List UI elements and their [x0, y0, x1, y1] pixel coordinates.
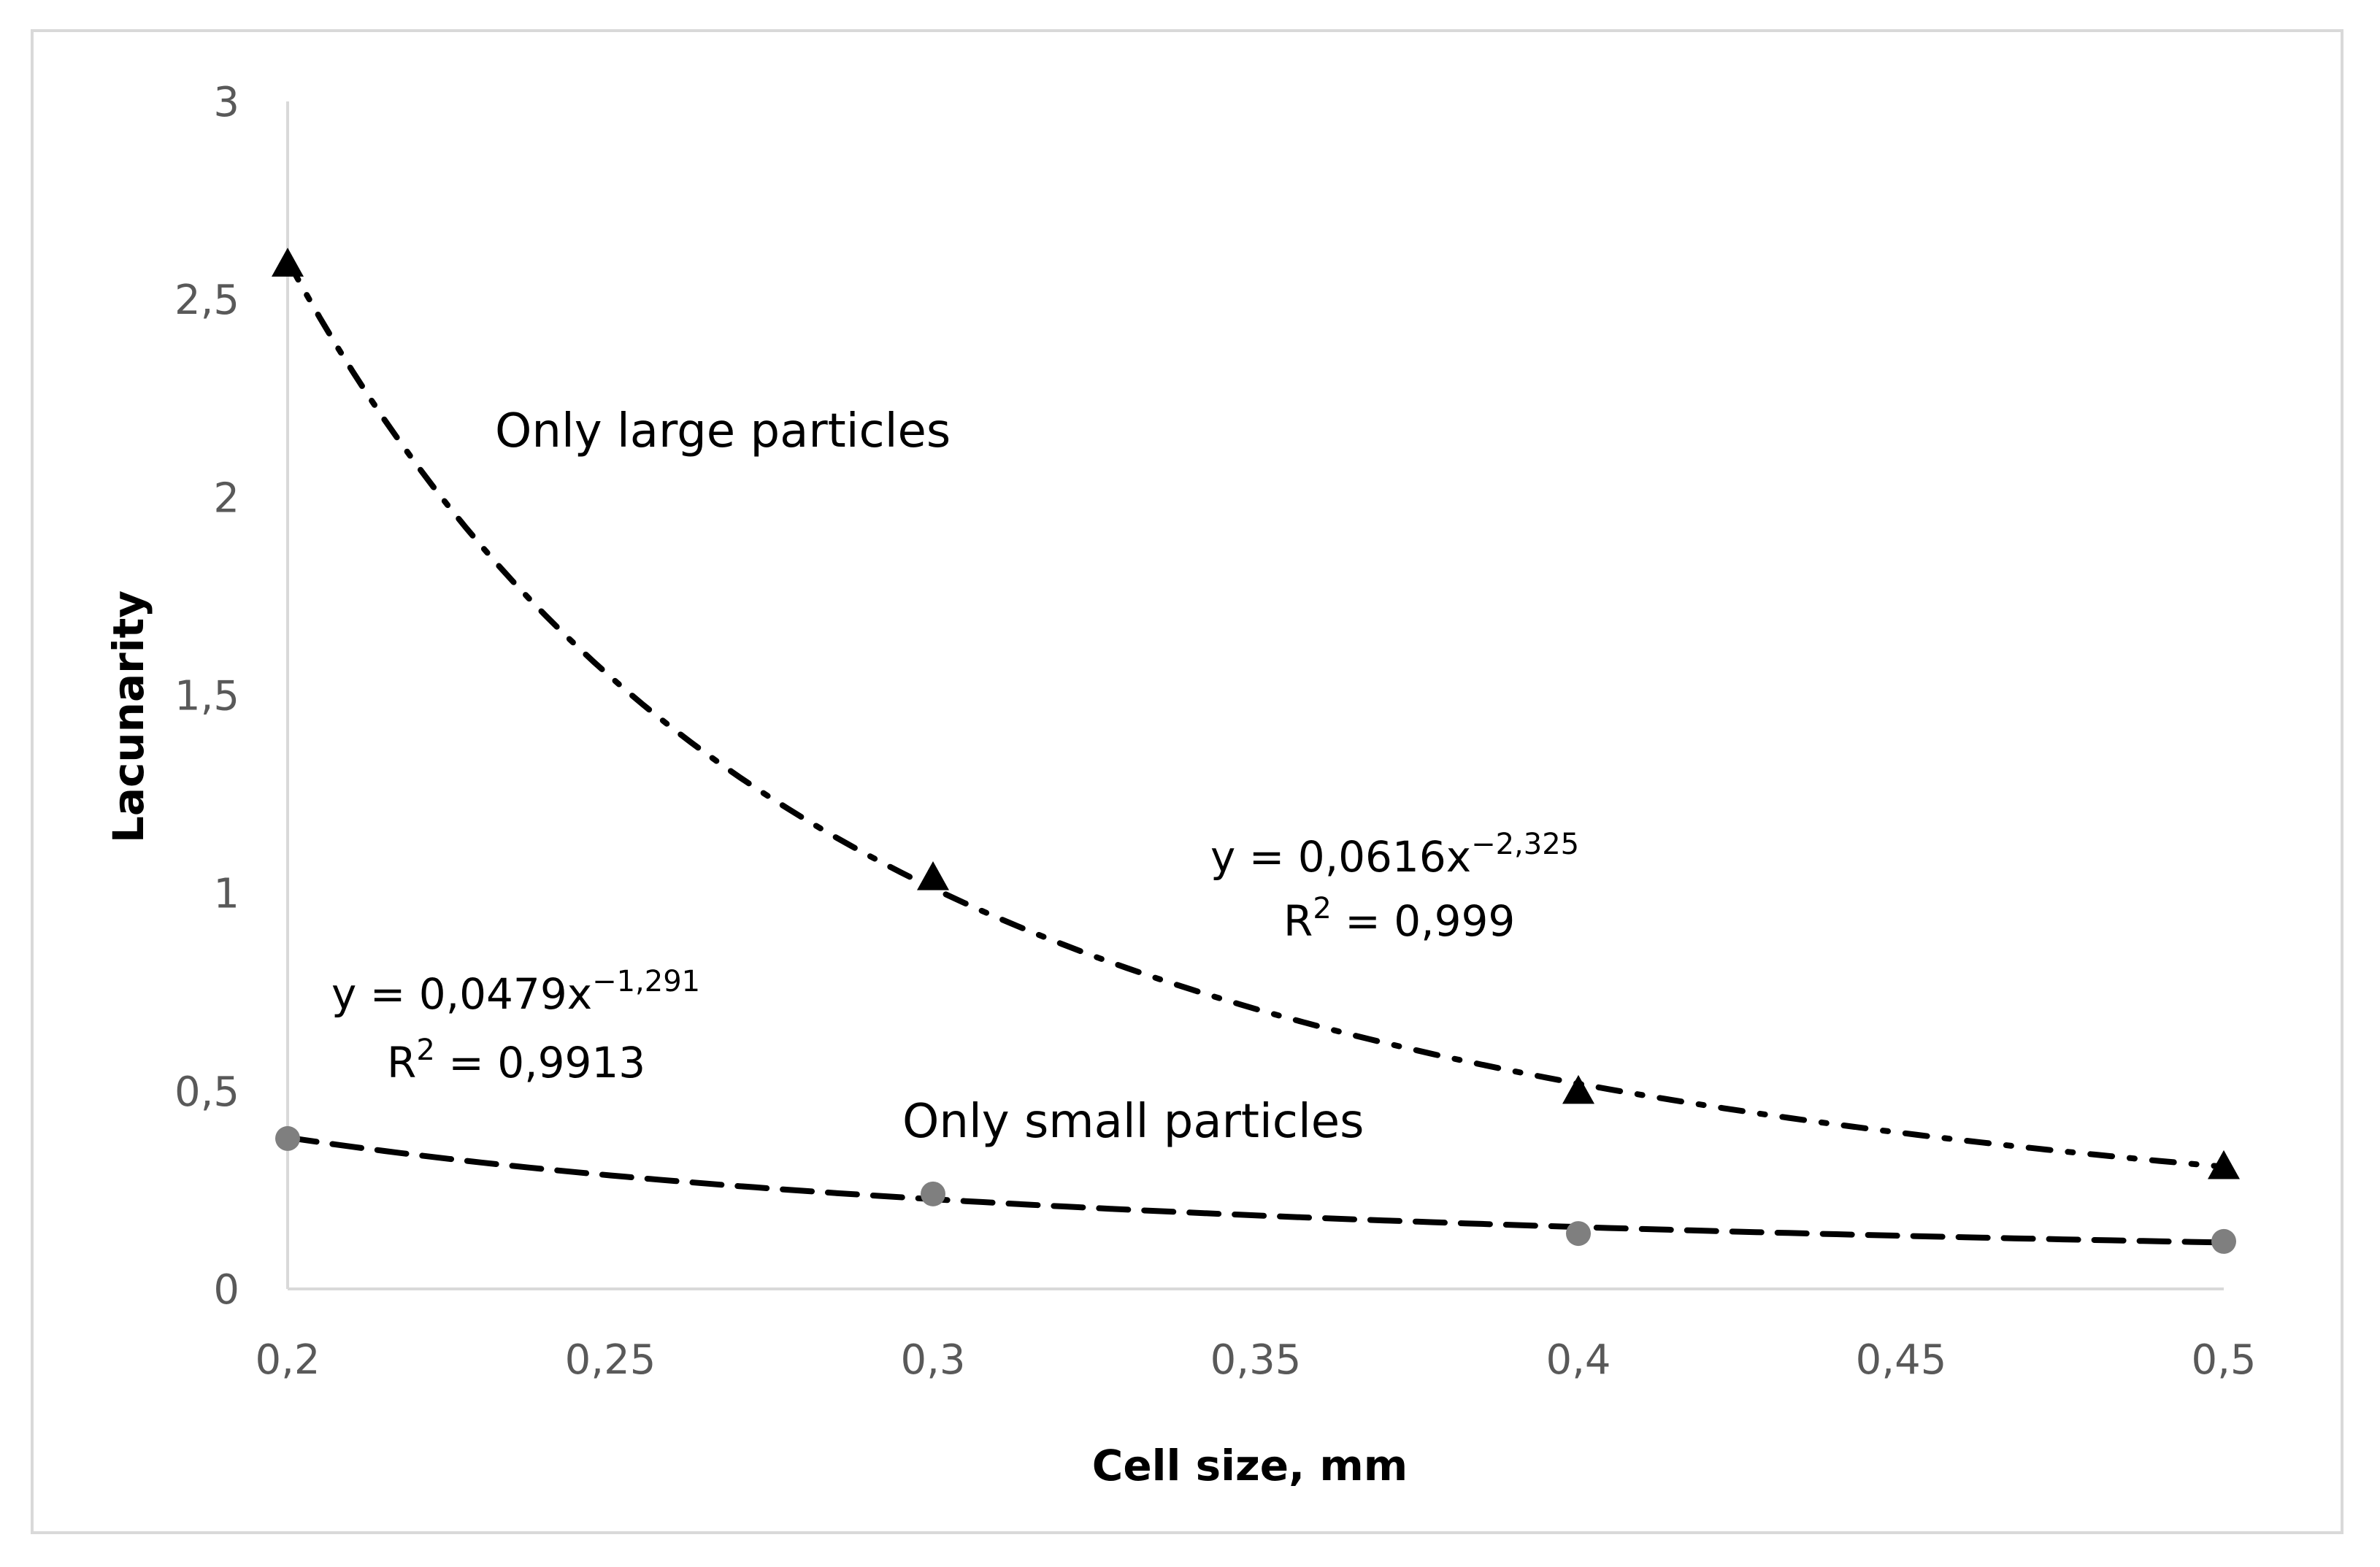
small-particles-point	[275, 1125, 300, 1151]
x-tick-label: 0,4	[1546, 1336, 1611, 1384]
small-particles-point	[2211, 1228, 2236, 1254]
x-tick-label: 0,2	[255, 1336, 320, 1384]
small-r2-sup: 2	[416, 1033, 434, 1067]
y-tick-label: 0	[213, 1266, 239, 1314]
small-equation-base: y = 0,0479x	[331, 969, 592, 1019]
small-particles-label: Only small particles	[902, 1095, 1364, 1149]
large-particles-point	[2208, 1150, 2240, 1179]
y-tick-label: 3	[213, 79, 239, 126]
large-equation-base: y = 0,0616x	[1210, 832, 1471, 882]
large-equation-exponent: −2,325	[1471, 828, 1579, 861]
small-trendline	[285, 1134, 2227, 1246]
y-tick-label: 2	[213, 474, 239, 522]
large-trendline	[285, 257, 2227, 1170]
large-particles-label: Only large particles	[495, 404, 951, 458]
y-tick-label: 2,5	[174, 277, 239, 324]
x-tick-label: 0,45	[1856, 1336, 1947, 1384]
chart-frame: 0,2 0,25 0,3 0,35 0,4 0,45 0,5 0 0,5 1 1,5 2 2,5 3 On…	[31, 29, 2343, 1534]
small-equation: y = 0,0479x−1,291	[331, 965, 700, 1019]
x-tick-label: 0,3	[900, 1336, 965, 1384]
y-tick-label: 1	[213, 871, 239, 918]
small-particles-point	[1566, 1221, 1591, 1247]
x-axis-title: Cell size, mm	[1092, 1441, 1408, 1490]
small-r2-value: = 0,9913	[435, 1038, 645, 1087]
y-axis-title: Lacunarity	[104, 590, 153, 843]
small-particles-point	[921, 1181, 945, 1206]
chart-svg: 0,2 0,25 0,3 0,35 0,4 0,45 0,5 0 0,5 1 1,5 2 2,5 3 On…	[104, 79, 2257, 1490]
large-particles-point	[917, 860, 949, 890]
small-r2: R2 = 0,9913	[387, 1033, 645, 1087]
large-r2-prefix: R	[1283, 896, 1313, 946]
large-r2: R2 = 0,999	[1283, 892, 1515, 946]
small-r2-prefix: R	[387, 1038, 416, 1087]
y-tick-label: 0,5	[174, 1069, 239, 1116]
x-tick-label: 0,5	[2191, 1336, 2256, 1384]
large-r2-sup: 2	[1313, 892, 1331, 925]
y-tick-label: 1,5	[174, 673, 239, 720]
large-r2-value: = 0,999	[1332, 896, 1516, 946]
x-tick-label: 0,35	[1210, 1336, 1302, 1384]
x-tick-label: 0,25	[565, 1336, 656, 1384]
large-particles-point	[272, 247, 304, 277]
small-equation-exponent: −1,291	[592, 965, 700, 998]
large-equation: y = 0,0616x−2,325	[1210, 828, 1579, 882]
large-particles-point	[1562, 1074, 1594, 1104]
